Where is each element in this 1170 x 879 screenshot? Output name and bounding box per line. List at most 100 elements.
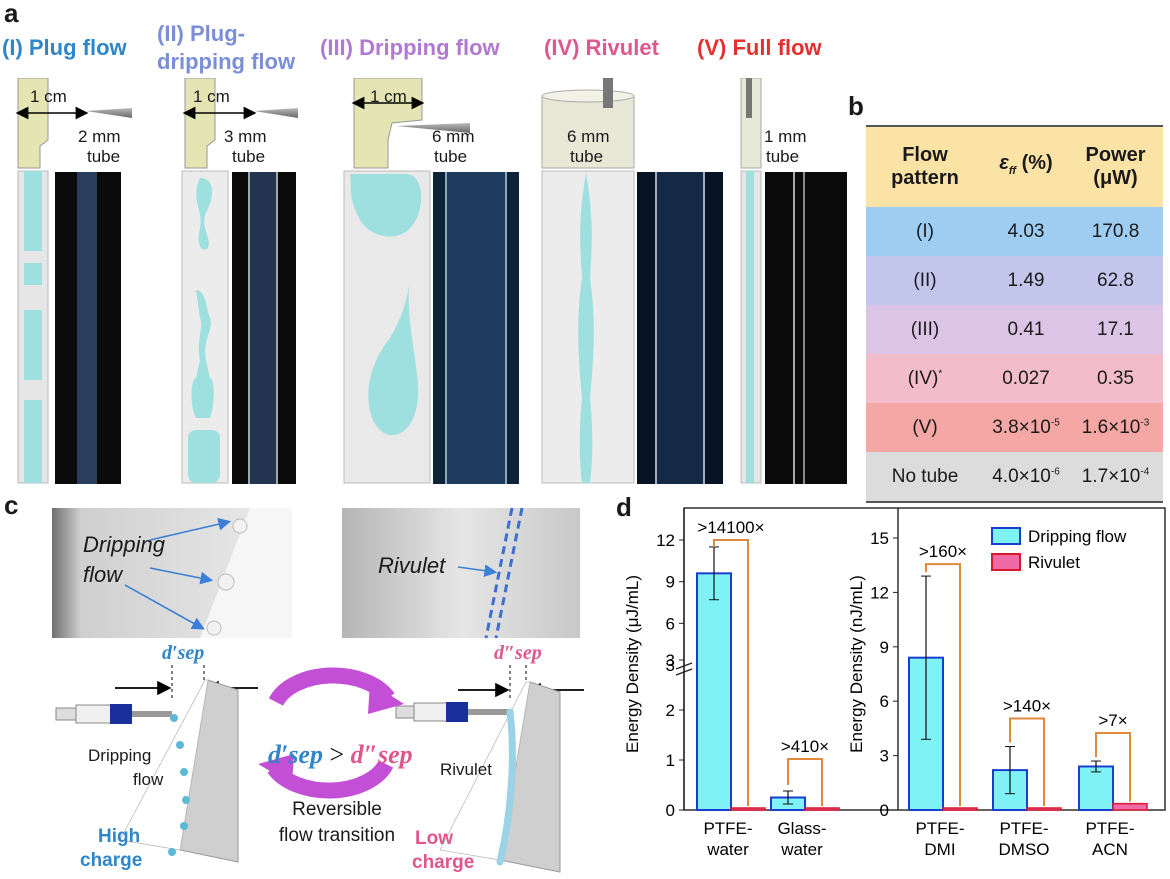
pattern-5-drawing <box>740 78 762 484</box>
chart1-tick-label: 9 <box>666 573 675 592</box>
left-charge-line2: charge <box>80 850 143 871</box>
pattern-5-tube-size: 1 mm <box>764 127 807 146</box>
right-flow-label: Rivulet <box>440 760 492 779</box>
chart2-ratio-bracket <box>925 563 961 806</box>
chart1-category-label: water <box>706 840 749 859</box>
pattern-1-drawing <box>15 78 132 484</box>
pattern-4-title: (IV) Rivulet <box>544 35 659 60</box>
chart2-ratio-bracket <box>1009 717 1045 806</box>
dsep-comparison: d′sep > d″sep <box>268 740 413 769</box>
chart2-category-label: DMSO <box>999 840 1050 859</box>
chart1-bar-rivulet <box>730 807 766 811</box>
center-caption-line1: Reversible <box>292 799 382 820</box>
chart2-category-label: PTFE- <box>1085 819 1134 838</box>
pattern-2-title-line2: dripping flow <box>157 49 296 74</box>
pattern-5-title: (V) Full flow <box>697 35 822 60</box>
left-syringe <box>55 704 172 724</box>
header-power: Power (μW) <box>1085 144 1146 189</box>
chart2-bar-rivulet <box>942 807 978 811</box>
pattern-1-tube-size: 2 mm <box>78 127 121 146</box>
pattern-2-photo <box>232 172 296 484</box>
pattern-1-tube-label: tube <box>87 147 121 166</box>
pattern-4-drawing <box>541 78 635 484</box>
right-charge-line2: charge <box>412 852 475 873</box>
dsep-left-label: d′sep <box>162 642 205 664</box>
chart1-category-label: water <box>780 840 823 859</box>
header-efficiency: εff (%) <box>999 151 1053 177</box>
panel-b-letter: b <box>848 91 864 121</box>
chart1-axis-break <box>675 662 693 670</box>
pattern-3-photo <box>433 172 519 484</box>
chart2-category-label: PTFE- <box>999 819 1048 838</box>
chart2-tick-label: 12 <box>870 583 889 602</box>
chart1-tick-label: 3 <box>666 656 675 675</box>
photo-label-rivulet: Rivulet <box>378 553 446 578</box>
chart2-ratio-label: >140× <box>1003 697 1051 716</box>
table-row: No tube 4.0×10-6 1.7×10-4 <box>866 452 1163 501</box>
chart1-y-label: Energy Density (μJ/mL) <box>623 575 642 753</box>
legend-swatch-rivulet <box>991 553 1021 571</box>
results-table: Flow pattern εff (%) Power (μW) (I) 4.03 170… <box>866 125 1163 503</box>
chart1-category-label: PTFE- <box>703 819 752 838</box>
chart2-category-label: DMI <box>924 840 955 859</box>
chart1-bar-dripping <box>696 572 732 812</box>
pattern-1-dimension: 1 cm <box>30 87 67 106</box>
chart1-tick-label: 6 <box>666 614 675 633</box>
pattern-2-tube-size: 3 mm <box>224 127 267 146</box>
chart1-bar-rivulet <box>804 807 840 811</box>
header-flow-pattern: Flow pattern <box>891 144 959 189</box>
chart2-bar-rivulet <box>1026 807 1062 811</box>
table-row: (V) 3.8×10-5 1.6×10-3 <box>866 403 1163 452</box>
chart2-category-label: ACN <box>1092 840 1128 859</box>
chart1-ratio-label: >14100× <box>697 518 764 537</box>
chart2-bar-dripping <box>1078 765 1114 812</box>
table-row: (I) 4.03 170.8 <box>866 207 1163 256</box>
pattern-3-tube-size: 6 mm <box>432 127 475 146</box>
legend-label-rivulet: Rivulet <box>1028 553 1080 572</box>
chart1-ratio-bracket <box>787 758 823 806</box>
legend-swatch-dripping <box>991 527 1021 545</box>
chart2-ratio-bracket <box>1095 732 1131 802</box>
table-row: (III) 0.41 17.1 <box>866 305 1163 354</box>
pattern-3-dimension: 1 cm <box>370 87 407 106</box>
pattern-2-tube-label: tube <box>232 147 266 166</box>
legend-label-dripping: Dripping flow <box>1028 527 1127 546</box>
pattern-5-tube-label: tube <box>766 147 800 166</box>
chart2-tick-label: 6 <box>880 692 889 711</box>
rivulet-photo <box>342 508 580 638</box>
panel-d-letter: d <box>616 492 632 522</box>
pattern-3-title: (III) Dripping flow <box>320 35 500 60</box>
pattern-2-title-line1: (II) Plug- <box>157 21 245 46</box>
chart2-tick-label: 3 <box>880 747 889 766</box>
photo-label-dripping-line1: Dripping <box>83 532 165 557</box>
flow-pattern-illustrations <box>15 78 762 484</box>
chart1-tick-label: 1 <box>666 751 675 770</box>
panel-c-illustration <box>52 507 584 873</box>
chart2-y-label: Energy Density (nJ/mL) <box>847 575 866 753</box>
right-syringe <box>395 702 512 722</box>
table-row: (II) 1.49 62.8 <box>866 256 1163 305</box>
left-charge-line1: High <box>98 826 141 847</box>
chart1-tick-label: 3 <box>666 651 675 670</box>
pattern-1-photo <box>55 172 121 484</box>
pattern-2-dimension: 1 cm <box>193 87 230 106</box>
chart1-category-label: Glass- <box>777 819 826 838</box>
panel-c-letter: c <box>4 490 19 520</box>
chart1-ratio-label: >410× <box>781 737 829 756</box>
chart1-tick-label: 2 <box>666 701 675 720</box>
table-row: (IV)* 0.027 0.35 <box>866 354 1163 403</box>
pattern-4-tube-size: 6 mm <box>567 127 610 146</box>
pattern-4-tube-label: tube <box>570 147 604 166</box>
chart2-category-label: PTFE- <box>915 819 964 838</box>
chart1-tick-label: 12 <box>656 531 675 550</box>
panel-a-letter: a <box>4 0 19 28</box>
pattern-2-drawing <box>181 78 298 484</box>
chart1-ratio-bracket <box>713 539 749 806</box>
table-header: Flow pattern εff (%) Power (μW) <box>866 127 1163 207</box>
pattern-3-drawing <box>343 78 470 484</box>
chart2-bar-rivulet <box>1112 802 1148 811</box>
dsep-right-label: d″sep <box>494 642 542 664</box>
chart2-tick-label: 15 <box>870 529 889 548</box>
chart2-tick-label: 9 <box>880 638 889 657</box>
